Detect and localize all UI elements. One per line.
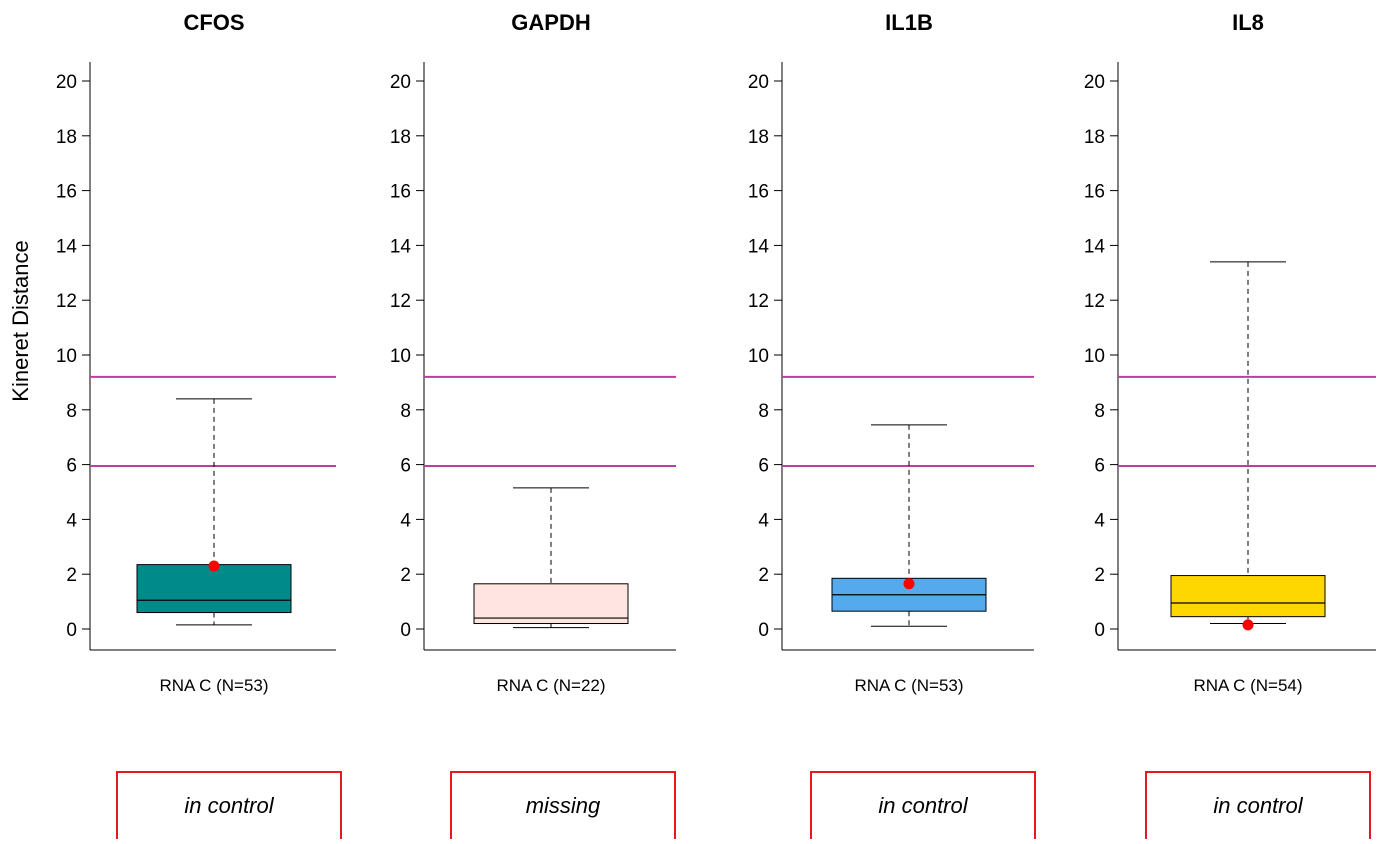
y-tick-label-gapdh-12: 12: [390, 291, 411, 312]
y-tick-label-cfos-18: 18: [56, 127, 77, 148]
y-tick-label-cfos-4: 4: [66, 510, 77, 531]
status-text-cfos: in control: [184, 793, 274, 818]
y-tick-label-cfos-14: 14: [56, 236, 78, 257]
y-tick-label-gapdh-0: 0: [400, 620, 411, 641]
y-tick-label-il8-4: 4: [1094, 510, 1105, 531]
y-tick-label-cfos-10: 10: [56, 346, 77, 367]
y-tick-label-il1b-12: 12: [748, 291, 769, 312]
category-label-il1b: RNA C (N=53): [854, 676, 963, 695]
box-cfos: [136, 564, 292, 614]
y-tick-label-cfos-6: 6: [66, 456, 77, 477]
y-tick-label-il8-20: 20: [1084, 72, 1105, 93]
status-box-cfos: in control: [116, 771, 342, 839]
panel-title-gapdh: GAPDH: [511, 10, 590, 35]
y-tick-label-il1b-20: 20: [748, 72, 769, 93]
y-tick-label-il1b-18: 18: [748, 127, 769, 148]
category-label-il8: RNA C (N=54): [1193, 676, 1302, 695]
current-point-cfos: [208, 560, 220, 572]
y-tick-label-cfos-16: 16: [56, 182, 77, 203]
current-point-il8: [1242, 619, 1254, 631]
y-tick-label-il8-0: 0: [1094, 620, 1105, 641]
y-tick-label-il1b-0: 0: [758, 620, 769, 641]
y-tick-label-il1b-14: 14: [748, 236, 770, 257]
y-tick-label-il1b-16: 16: [748, 182, 769, 203]
status-text-gapdh: missing: [525, 793, 601, 818]
y-tick-label-gapdh-4: 4: [400, 510, 411, 531]
status-text-il8: in control: [1213, 793, 1303, 818]
y-tick-label-gapdh-20: 20: [390, 72, 411, 93]
y-tick-label-gapdh-6: 6: [400, 456, 411, 477]
y-tick-label-gapdh-18: 18: [390, 127, 411, 148]
y-tick-label-il8-10: 10: [1084, 346, 1105, 367]
y-tick-label-il8-18: 18: [1084, 127, 1105, 148]
y-tick-label-il8-6: 6: [1094, 456, 1105, 477]
y-tick-label-il8-8: 8: [1094, 401, 1105, 422]
y-tick-label-il8-2: 2: [1094, 565, 1105, 586]
box-gapdh: [473, 583, 629, 625]
y-tick-label-il1b-8: 8: [758, 401, 769, 422]
category-label-cfos: RNA C (N=53): [159, 676, 268, 695]
panel-title-il1b: IL1B: [885, 10, 933, 35]
status-text-il1b: in control: [878, 793, 968, 818]
y-tick-label-il1b-2: 2: [758, 565, 769, 586]
status-box-il8: in control: [1145, 771, 1371, 839]
y-tick-label-cfos-2: 2: [66, 565, 77, 586]
status-box-il1b: in control: [810, 771, 1036, 839]
y-tick-label-il1b-6: 6: [758, 456, 769, 477]
y-tick-label-il1b-4: 4: [758, 510, 769, 531]
category-label-gapdh: RNA C (N=22): [496, 676, 605, 695]
y-tick-label-cfos-12: 12: [56, 291, 77, 312]
y-tick-label-gapdh-16: 16: [390, 182, 411, 203]
panel-title-cfos: CFOS: [183, 10, 244, 35]
status-box-gapdh: missing: [450, 771, 676, 839]
y-tick-label-gapdh-2: 2: [400, 565, 411, 586]
y-tick-label-il8-12: 12: [1084, 291, 1105, 312]
current-point-il1b: [903, 578, 915, 590]
panel-title-il8: IL8: [1232, 10, 1264, 35]
y-tick-label-il1b-10: 10: [748, 346, 769, 367]
box-il8: [1170, 575, 1326, 618]
y-tick-label-gapdh-14: 14: [390, 236, 412, 257]
y-tick-label-il8-14: 14: [1084, 236, 1106, 257]
y-tick-label-cfos-0: 0: [66, 620, 77, 641]
y-tick-label-cfos-20: 20: [56, 72, 77, 93]
y-tick-label-gapdh-10: 10: [390, 346, 411, 367]
y-axis-label: Kineret Distance: [8, 240, 33, 401]
y-tick-label-il8-16: 16: [1084, 182, 1105, 203]
y-tick-label-gapdh-8: 8: [400, 401, 411, 422]
y-tick-label-cfos-8: 8: [66, 401, 77, 422]
